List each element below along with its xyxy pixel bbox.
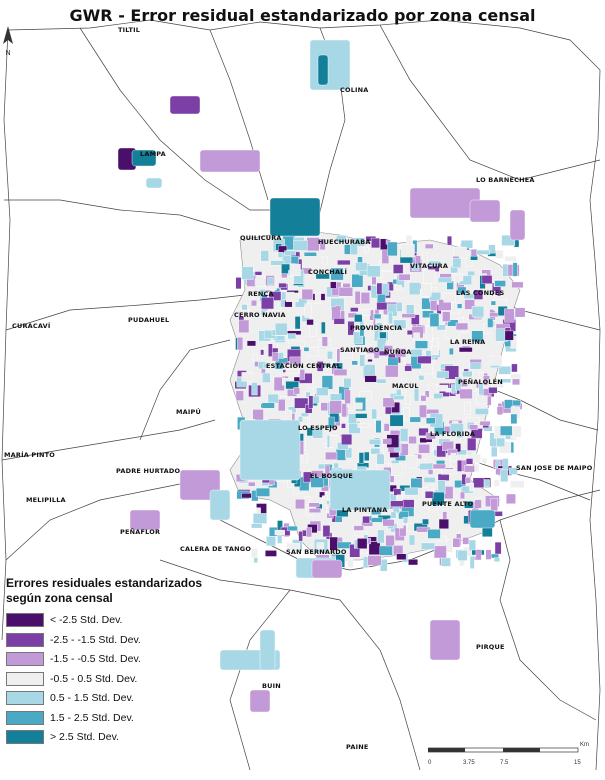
comuna-label: PADRE HURTADO bbox=[116, 467, 181, 475]
comuna-label: HUECHURABA bbox=[318, 238, 371, 246]
legend-item: > 2.5 Std. Dev. bbox=[6, 729, 206, 745]
legend-label: > 2.5 Std. Dev. bbox=[50, 731, 119, 743]
legend-swatch bbox=[6, 691, 44, 705]
comuna-label: SAN JOSE DE MAIPO bbox=[516, 464, 593, 472]
legend-title-line1: Errores residuales estandarizados bbox=[6, 576, 203, 590]
legend-title-line2: según zona censal bbox=[6, 591, 113, 605]
legend-item: -1.5 - -0.5 Std. Dev. bbox=[6, 651, 206, 667]
legend-item: 0.5 - 1.5 Std. Dev. bbox=[6, 690, 206, 706]
legend-label: 1.5 - 2.5 Std. Dev. bbox=[50, 711, 134, 724]
comuna-label: PUENTE ALTO bbox=[422, 500, 474, 508]
comuna-label: VITACURA bbox=[410, 262, 449, 270]
comuna-label: CERRO NAVIA bbox=[234, 311, 286, 319]
legend-item: < -2.5 Std. Dev. bbox=[6, 612, 206, 628]
comuna-label: COLINA bbox=[340, 86, 369, 94]
comuna-label: ÑUÑOA bbox=[384, 348, 412, 356]
north-label: N bbox=[5, 50, 11, 57]
comuna-label: MACUL bbox=[392, 382, 419, 390]
comuna-label: PROVIDENCIA bbox=[350, 324, 403, 332]
comuna-label: EL BOSQUE bbox=[310, 472, 354, 480]
scale-unit: Km bbox=[580, 742, 589, 748]
comuna-label: CURACAVÍ bbox=[12, 322, 51, 330]
comuna-label: PUDAHUEL bbox=[128, 316, 170, 324]
legend-label: < -2.5 Std. Dev. bbox=[50, 614, 123, 626]
legend-rows: < -2.5 Std. Dev. -2.5 - -1.5 Std. Dev. -1.… bbox=[6, 612, 206, 745]
comuna-label: RENCA bbox=[248, 290, 274, 298]
comuna-label: TILTIL bbox=[118, 26, 141, 34]
comuna-label: LA REINA bbox=[450, 338, 486, 346]
legend-label: -0.5 - 0.5 Std. Dev. bbox=[50, 672, 138, 685]
map-title: GWR - Error residual estandarizado por z… bbox=[69, 6, 536, 25]
comuna-label: MAIPÚ bbox=[176, 408, 201, 416]
comuna-label: LAS CONDES bbox=[456, 289, 505, 297]
comuna-label: MELIPILLA bbox=[26, 496, 66, 504]
legend-title: Errores residuales estandarizados según … bbox=[6, 576, 206, 606]
comuna-label: ESTACIÓN CENTRAL bbox=[266, 362, 341, 370]
scale-tick-0: 0 bbox=[428, 760, 432, 766]
comuna-label: LAMPA bbox=[140, 150, 166, 158]
legend-swatch bbox=[6, 710, 44, 725]
comuna-label: SANTIAGO bbox=[340, 346, 380, 354]
comuna-label: LO BARNECHEA bbox=[476, 176, 535, 184]
comuna-label: PEÑALOLÉN bbox=[458, 378, 503, 386]
scale-tick-3: 15 bbox=[574, 760, 581, 766]
scale-bar: 0 3.75 7.5 15 Km bbox=[427, 742, 589, 774]
comuna-label: LA FLORIDA bbox=[430, 430, 476, 438]
comuna-label: BUIN bbox=[262, 682, 281, 690]
comuna-label: PIRQUE bbox=[476, 643, 505, 651]
legend-swatch bbox=[6, 671, 44, 686]
comuna-label: PEÑAFLOR bbox=[120, 528, 161, 536]
legend-item: 1.5 - 2.5 Std. Dev. bbox=[6, 710, 206, 726]
comuna-label: QUILICURA bbox=[240, 234, 282, 242]
comuna-label: PAINE bbox=[346, 743, 369, 751]
legend-swatch bbox=[6, 652, 44, 666]
legend-label: -1.5 - -0.5 Std. Dev. bbox=[50, 653, 141, 665]
legend-label: -2.5 - -1.5 Std. Dev. bbox=[50, 633, 141, 646]
legend-swatch bbox=[6, 730, 44, 744]
comuna-label: LO ESPEJO bbox=[298, 424, 338, 432]
legend-swatch bbox=[6, 632, 44, 647]
comuna-label: CALERA DE TANGO bbox=[180, 545, 252, 553]
comuna-label: CONCHALÍ bbox=[308, 268, 348, 276]
legend-item: -0.5 - 0.5 Std. Dev. bbox=[6, 671, 206, 687]
north-arrow-icon: N bbox=[2, 26, 14, 57]
legend: Errores residuales estandarizados según … bbox=[6, 576, 206, 749]
comuna-label: MARÍA PINTO bbox=[4, 451, 55, 459]
legend-swatch bbox=[6, 613, 44, 627]
scale-tick-1: 3.75 bbox=[463, 760, 475, 766]
comuna-label: LA PINTANA bbox=[342, 506, 388, 514]
legend-label: 0.5 - 1.5 Std. Dev. bbox=[50, 692, 134, 704]
scale-tick-2: 7.5 bbox=[500, 760, 509, 766]
legend-item: -2.5 - -1.5 Std. Dev. bbox=[6, 632, 206, 648]
census-zones bbox=[117, 39, 526, 713]
comuna-label: SAN BERNARDO bbox=[286, 548, 347, 556]
